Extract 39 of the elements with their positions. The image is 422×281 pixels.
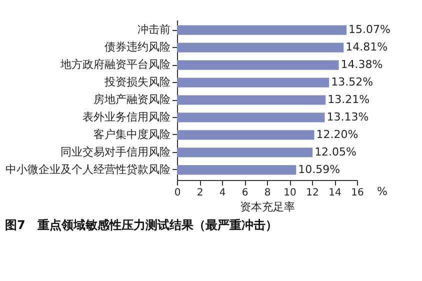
bar: [177, 42, 344, 52]
x-axis-title: 资本充足率: [240, 200, 295, 214]
x-tick-label: 10: [284, 188, 296, 198]
y-tick-label: 中小微企业及个人经营性贷款风险: [6, 162, 170, 176]
bar: [177, 95, 326, 105]
y-tick-label: 冲击前: [138, 23, 170, 36]
y-tick-label: 同业交易对手信用风险: [60, 145, 170, 158]
bar: [177, 112, 325, 122]
bar: [177, 165, 296, 175]
y-tick-label: 债券违约风险: [104, 40, 170, 54]
y-tick-label: 房地产融资风险: [94, 93, 170, 106]
x-tick-label: 2: [196, 188, 204, 198]
x-tick-label: 12: [306, 188, 319, 198]
x-tick-label: 16: [351, 188, 364, 198]
bar: [177, 130, 314, 140]
x-tick-label: 0: [174, 188, 181, 198]
data-label: 13.52%: [331, 76, 374, 89]
y-tick-label: 表外业务信用风险: [82, 110, 170, 124]
data-label: 15.07%: [348, 23, 390, 36]
text: %: [377, 185, 388, 198]
x-tick-label: 6: [242, 188, 248, 198]
x-tick-label: 8: [264, 188, 271, 198]
y-tick-label: 投资损失风险: [104, 76, 170, 89]
data-label: 12.05%: [314, 145, 357, 158]
bar: [177, 78, 330, 88]
data-label: 10.59%: [298, 162, 340, 176]
data-label: 14.81%: [346, 40, 388, 54]
x-tick-label: 14: [328, 188, 342, 198]
data-label: 12.20%: [316, 128, 358, 141]
bar: [177, 148, 313, 158]
y-tick-label: 地方政府融资平台风险: [60, 58, 170, 72]
y-tick-label: 客户集中度风险: [94, 128, 170, 141]
bar: [177, 60, 339, 70]
data-label: 14.38%: [340, 58, 383, 72]
x-tick-label: 4: [219, 188, 226, 198]
data-label: 13.21%: [328, 93, 370, 106]
data-label: 13.13%: [326, 110, 369, 124]
text: 图7 重点领域敏感性压力测试结果（最严重冲击）: [5, 218, 278, 232]
bar: [177, 25, 347, 35]
